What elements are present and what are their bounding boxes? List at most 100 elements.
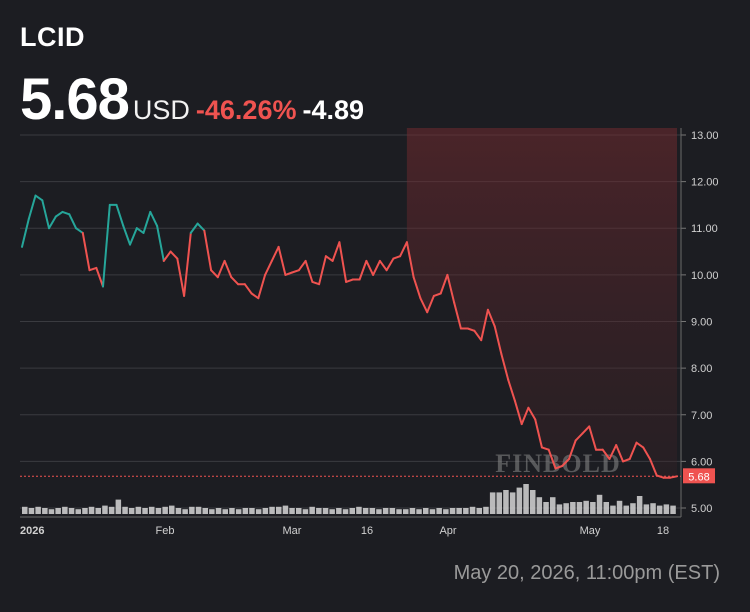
volume-bar	[309, 506, 315, 514]
price-line-segment	[581, 425, 591, 435]
volume-bar	[209, 509, 215, 514]
volume-bar	[356, 506, 362, 514]
price-row: 5.68 USD -46.26% -4.89	[20, 66, 364, 133]
price-line-segment	[426, 294, 435, 314]
price-line-segment	[75, 227, 84, 234]
price-line-segment	[378, 259, 388, 272]
volume-bar	[175, 508, 182, 514]
currency-label: USD	[132, 95, 190, 125]
volume-bar	[650, 503, 656, 514]
volume-bar	[496, 492, 502, 514]
price-line-segment	[331, 241, 341, 262]
volume-bar	[382, 508, 389, 514]
watermark: FINBOLD	[495, 449, 620, 478]
price-line-segment	[61, 210, 71, 216]
volume-bar	[590, 502, 596, 514]
price-line-segment	[311, 280, 321, 286]
volume-bar	[463, 508, 469, 514]
price-line-segment	[527, 406, 537, 421]
price-line-segment	[392, 255, 402, 260]
volume-bar	[656, 505, 663, 514]
volume-bar	[456, 508, 462, 514]
volume-bar	[108, 506, 115, 514]
volume-bar	[48, 509, 55, 514]
price-line-segment	[176, 257, 186, 297]
volume-bar	[336, 508, 342, 514]
volume-bar	[102, 505, 108, 514]
price-line-segment	[189, 222, 199, 234]
price-line-segment	[68, 213, 77, 230]
volume-bar	[556, 504, 563, 514]
volume-bar	[289, 508, 295, 514]
volume-bar	[342, 509, 349, 514]
volume-bar	[128, 508, 135, 514]
price-line-segment	[88, 266, 98, 272]
price-line-segment	[149, 210, 159, 227]
price-line-segment	[399, 241, 408, 258]
volume-bar	[235, 509, 242, 514]
price-line-segment	[115, 203, 125, 227]
volume-bar	[115, 499, 122, 514]
price-line-segment	[324, 255, 334, 262]
price-line-segment	[385, 257, 395, 272]
volume-bar	[563, 503, 569, 514]
price-line-segment	[203, 229, 213, 272]
price-line-segment	[405, 241, 415, 279]
y-tick-label: 5.00	[691, 503, 712, 515]
volume-bar	[416, 509, 422, 514]
price-line-segment	[547, 448, 557, 470]
price-line-segment	[655, 474, 665, 479]
volume-bar	[55, 508, 61, 514]
volume-bar	[436, 508, 442, 514]
price-line-segment	[358, 259, 368, 281]
price-line-segment	[183, 231, 192, 297]
volume-bar	[610, 505, 616, 514]
volume-bar	[249, 508, 255, 514]
volume-bar	[376, 509, 382, 514]
y-tick-label: 8.00	[691, 363, 712, 375]
price-line-segment	[561, 458, 570, 467]
price-line-segment	[419, 297, 429, 314]
x-tick-label: 18	[657, 525, 669, 537]
price-line-segment	[493, 325, 503, 356]
volume-bar	[329, 509, 335, 514]
volume-bar	[122, 506, 128, 514]
price-line-segment	[412, 276, 422, 300]
x-tick-label: Feb	[156, 525, 175, 537]
price-line-segment	[486, 308, 496, 328]
volume-bar	[135, 506, 142, 514]
volume-bar	[242, 508, 249, 514]
x-tick-label: Mar	[283, 525, 302, 537]
volume-bar	[616, 500, 623, 514]
price-line-segment	[102, 203, 111, 288]
price-line-segment	[365, 259, 375, 276]
price-line-segment	[540, 446, 550, 451]
volume-bar	[142, 508, 148, 514]
volume-bar	[276, 506, 282, 514]
price-line-segment	[439, 273, 449, 295]
price-line-segment	[318, 255, 327, 286]
price-line-segment	[264, 259, 273, 276]
volume-bar	[215, 508, 222, 514]
price-line-segment	[588, 425, 597, 451]
price-line-segment	[507, 378, 516, 402]
price-line-segment	[216, 259, 226, 279]
volume-bar	[449, 508, 456, 514]
y-tick-label: 12.00	[691, 177, 719, 189]
price-line-segment	[41, 199, 50, 230]
price-line-segment	[210, 269, 219, 279]
percent-change: -46.26%	[195, 95, 297, 125]
price-line-segment	[27, 194, 37, 220]
volume-bar	[530, 490, 536, 514]
volume-bar	[543, 502, 549, 514]
volume-bar	[469, 506, 476, 514]
volume-bar	[322, 508, 329, 514]
price-line-segment	[466, 327, 476, 332]
volume-bar	[429, 509, 436, 514]
price-line-segment	[446, 273, 456, 304]
volume-bar	[523, 484, 529, 514]
volume-bar	[369, 508, 376, 514]
price-line-segment	[534, 418, 543, 449]
price-line-segment	[257, 273, 267, 300]
